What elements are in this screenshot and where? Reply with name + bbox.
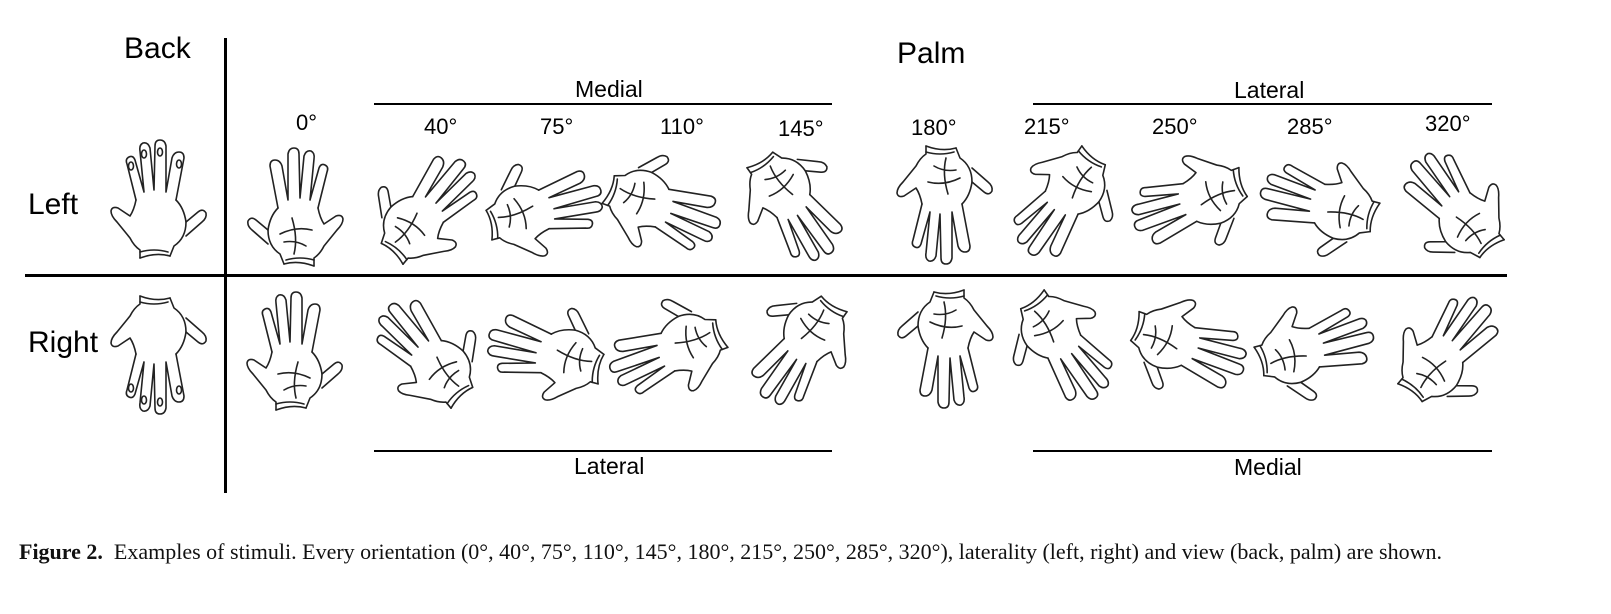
angle-label-250: 250° <box>1152 114 1198 139</box>
caption-text: Examples of stimuli. Every orientation (… <box>113 539 1442 564</box>
hand-image-right-palm-215 <box>1008 282 1118 412</box>
hand-image-left-palm-145 <box>742 138 852 268</box>
hand-image-right-palm-180 <box>890 282 1000 412</box>
angle-label-180: 180° <box>911 115 957 140</box>
angle-label-285: 285° <box>1287 114 1333 139</box>
hand-image-right-palm-0 <box>240 282 350 412</box>
hand-image-right-palm-320 <box>1396 282 1506 412</box>
row-label-right: Right <box>28 326 99 359</box>
angle-label-110: 110° <box>660 114 704 139</box>
group-bracket-top-medial <box>374 103 832 105</box>
group-bracket-bottom-lateral <box>374 450 832 452</box>
group-label-top-lateral: Lateral <box>1234 77 1305 103</box>
row-label-left: Left <box>28 188 79 221</box>
view-label-palm: Palm <box>897 37 966 70</box>
hand-image-left-palm-180 <box>890 138 1000 268</box>
hand-image-right-palm-75 <box>486 282 605 412</box>
angle-label-215: 215° <box>1024 114 1070 139</box>
hand-image-right-back <box>104 288 214 418</box>
divider-horizontal <box>25 274 1507 277</box>
group-label-bottom-lateral: Lateral <box>574 453 645 479</box>
figure-caption: Figure 2. Examples of stimuli. Every ori… <box>19 536 1594 567</box>
group-label-bottom-medial: Medial <box>1234 454 1302 480</box>
hand-image-left-palm-215 <box>1008 138 1118 268</box>
group-label-top-medial: Medial <box>575 76 643 102</box>
hand-image-left-palm-250 <box>1131 138 1249 268</box>
hand-image-left-palm-75 <box>485 138 604 268</box>
hand-image-right-palm-145 <box>742 282 852 412</box>
angle-label-75: 75° <box>540 114 574 139</box>
group-bracket-top-lateral <box>1033 103 1492 105</box>
caption-label: Figure 2. <box>19 539 103 564</box>
angle-label-40: 40° <box>424 114 458 139</box>
hand-image-left-palm-285 <box>1259 138 1381 268</box>
hand-image-right-palm-110 <box>608 282 729 412</box>
hand-image-left-palm-0 <box>240 138 350 268</box>
hand-image-left-palm-320 <box>1396 138 1506 268</box>
angle-label-320: 320° <box>1425 111 1471 136</box>
hand-image-right-palm-40 <box>372 282 482 412</box>
angle-label-0: 0° <box>296 110 318 135</box>
hand-image-right-palm-285 <box>1253 282 1375 412</box>
view-label-back: Back <box>124 32 191 65</box>
group-bracket-bottom-medial <box>1033 450 1492 452</box>
hand-image-left-back <box>104 130 214 260</box>
hand-image-left-palm-110 <box>601 138 722 268</box>
divider-vertical <box>224 38 227 493</box>
angle-label-145: 145° <box>778 116 824 141</box>
hand-image-left-palm-40 <box>372 138 482 268</box>
hand-image-right-palm-250 <box>1129 282 1247 412</box>
